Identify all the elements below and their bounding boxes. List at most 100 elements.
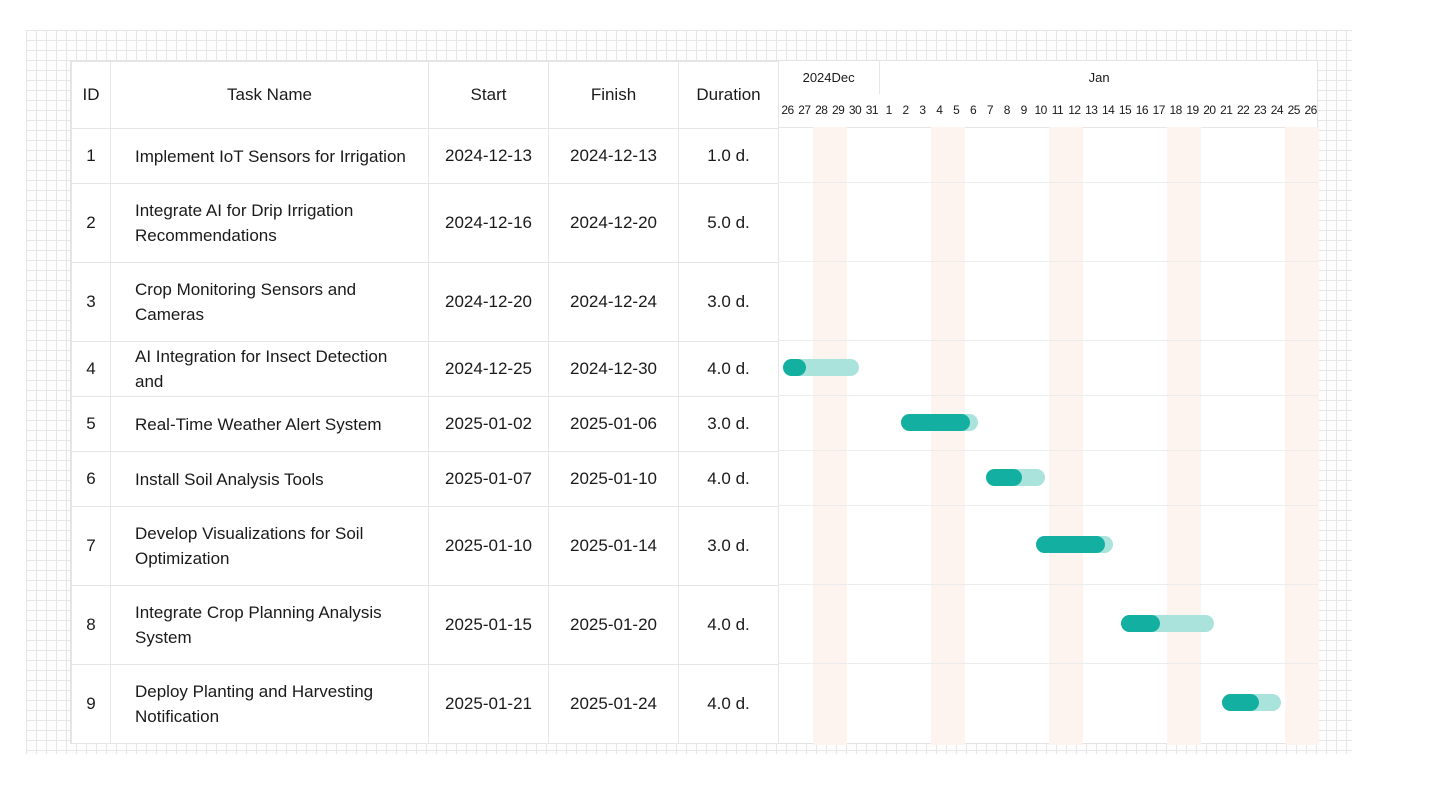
day-label: 7 bbox=[986, 103, 994, 117]
task-name: AI Integration for Insect Detection and bbox=[110, 341, 429, 397]
task-name: Integrate AI for Drip Irrigation Recomme… bbox=[110, 183, 429, 263]
task-start: 2024-12-13 bbox=[428, 128, 549, 184]
weekend-shade bbox=[1184, 127, 1201, 745]
task-finish: 2024-12-20 bbox=[548, 183, 679, 263]
header-start[interactable]: Start bbox=[428, 61, 549, 129]
task-name: Crop Monitoring Sensors and Cameras bbox=[110, 262, 429, 342]
table-row[interactable]: 1 Implement IoT Sensors for Irrigation 202… bbox=[71, 128, 779, 184]
row-divider bbox=[778, 182, 1318, 183]
row-divider bbox=[778, 584, 1318, 585]
gantt-chart: ID Task Name Start Finish Duration 1 Impl… bbox=[70, 60, 1319, 745]
task-duration: 3.0 d. bbox=[678, 396, 779, 452]
day-label: 13 bbox=[1085, 103, 1098, 117]
task-name: Integrate Crop Planning Analysis System bbox=[110, 585, 429, 665]
task-duration: 3.0 d. bbox=[678, 506, 779, 586]
task-duration: 1.0 d. bbox=[678, 128, 779, 184]
day-label: 8 bbox=[1003, 103, 1011, 117]
day-label: 22 bbox=[1236, 103, 1250, 117]
weekend-shade bbox=[829, 127, 847, 745]
day-label: 14 bbox=[1101, 103, 1115, 117]
day-label: 18 bbox=[1169, 103, 1182, 117]
task-finish: 2024-12-13 bbox=[548, 128, 679, 184]
task-finish: 2025-01-24 bbox=[548, 664, 679, 744]
weekend-shade bbox=[1285, 127, 1303, 745]
task-bar-progress[interactable] bbox=[985, 469, 1023, 486]
day-label: 3 bbox=[919, 103, 926, 117]
task-start: 2024-12-25 bbox=[428, 341, 549, 397]
day-label: 19 bbox=[1186, 103, 1199, 117]
task-duration: 4.0 d. bbox=[678, 341, 779, 397]
day-labels-row: 26 27 28 29 30 31 1 2 3 4 5 6 7 8 9 10 11 12 13 14 15 16 17 18 1… bbox=[778, 94, 1318, 127]
table-row[interactable]: 4 AI Integration for Insect Detection and… bbox=[71, 341, 779, 397]
task-finish: 2025-01-14 bbox=[548, 506, 679, 586]
task-table: ID Task Name Start Finish Duration 1 Impl… bbox=[71, 61, 779, 744]
header-id[interactable]: ID bbox=[71, 61, 111, 129]
row-divider bbox=[778, 340, 1318, 341]
table-row[interactable]: 5 Real-Time Weather Alert System 2025-01-0… bbox=[71, 396, 779, 452]
task-name: Deploy Planting and Harvesting Notificat… bbox=[110, 664, 429, 744]
day-label: 25 bbox=[1287, 103, 1301, 117]
task-finish: 2025-01-10 bbox=[548, 451, 679, 507]
task-id: 4 bbox=[71, 341, 111, 397]
table-row[interactable]: 3 Crop Monitoring Sensors and Cameras 202… bbox=[71, 262, 779, 342]
month-label-jan: Jan bbox=[1088, 70, 1110, 85]
task-id: 8 bbox=[71, 585, 111, 665]
day-label: 26 bbox=[1304, 103, 1317, 117]
table-row[interactable]: 6 Install Soil Analysis Tools 2025-01-07 20… bbox=[71, 451, 779, 507]
task-finish: 2024-12-24 bbox=[548, 262, 679, 342]
task-finish: 2024-12-30 bbox=[548, 341, 679, 397]
task-id: 9 bbox=[71, 664, 111, 744]
task-name: Install Soil Analysis Tools bbox=[110, 451, 429, 507]
row-divider bbox=[778, 505, 1318, 506]
task-start: 2025-01-15 bbox=[428, 585, 549, 665]
day-label: 24 bbox=[1270, 103, 1284, 117]
day-label: 5 bbox=[953, 103, 960, 117]
day-label: 23 bbox=[1253, 103, 1267, 117]
task-name: Develop Visualizations for Soil Optimiza… bbox=[110, 506, 429, 586]
day-label: 17 bbox=[1152, 103, 1166, 117]
day-label: 20 bbox=[1203, 103, 1216, 117]
weekend-shade bbox=[930, 127, 948, 745]
task-bar-progress[interactable] bbox=[901, 414, 970, 431]
day-label: 28 bbox=[815, 103, 828, 117]
row-divider bbox=[778, 450, 1318, 451]
task-duration: 4.0 d. bbox=[678, 585, 779, 665]
task-name: Implement IoT Sensors for Irrigation bbox=[110, 128, 429, 184]
task-id: 7 bbox=[71, 506, 111, 586]
day-label: 1 bbox=[885, 103, 893, 117]
header-finish[interactable]: Finish bbox=[548, 61, 679, 129]
task-bar-progress[interactable] bbox=[1036, 536, 1105, 553]
day-label: 26 bbox=[781, 103, 794, 117]
task-start: 2024-12-16 bbox=[428, 183, 549, 263]
task-duration: 4.0 d. bbox=[678, 451, 779, 507]
day-label: 11 bbox=[1051, 103, 1064, 117]
table-row[interactable]: 9 Deploy Planting and Harvesting Notific… bbox=[71, 664, 779, 744]
day-label: 15 bbox=[1118, 103, 1132, 117]
day-label: 10 bbox=[1034, 103, 1047, 117]
table-row[interactable]: 8 Integrate Crop Planning Analysis System… bbox=[71, 585, 779, 665]
task-id: 2 bbox=[71, 183, 111, 263]
task-bar-progress[interactable] bbox=[783, 359, 806, 376]
table-row[interactable]: 2 Integrate AI for Drip Irrigation Recomm… bbox=[71, 183, 779, 263]
row-divider bbox=[778, 261, 1318, 262]
task-start: 2024-12-20 bbox=[428, 262, 549, 342]
table-row[interactable]: 7 Develop Visualizations for Soil Optimiz… bbox=[71, 506, 779, 586]
row-divider bbox=[778, 663, 1318, 664]
task-start: 2025-01-21 bbox=[428, 664, 549, 744]
task-bar-progress[interactable] bbox=[1120, 615, 1160, 632]
task-finish: 2025-01-20 bbox=[548, 585, 679, 665]
timeline-area: 2024Dec Jan 26 27 28 29 30 31 1 2 3 4 5 6 7 8 9 10 11 12 1… bbox=[778, 61, 1319, 745]
task-finish: 2025-01-06 bbox=[548, 396, 679, 452]
task-id: 3 bbox=[71, 262, 111, 342]
weekend-shade bbox=[1049, 127, 1066, 745]
day-label: 2 bbox=[902, 103, 910, 117]
header-task-name[interactable]: Task Name bbox=[110, 61, 429, 129]
header-duration[interactable]: Duration bbox=[678, 61, 779, 129]
task-name: Real-Time Weather Alert System bbox=[110, 396, 429, 452]
task-bar-progress[interactable] bbox=[1221, 694, 1260, 711]
timeline-header: 2024Dec Jan 26 27 28 29 30 31 1 2 3 4 5 6 7 8 9 10 11 12 1… bbox=[778, 61, 1318, 128]
task-id: 5 bbox=[71, 396, 111, 452]
table-header-row: ID Task Name Start Finish Duration bbox=[71, 61, 779, 129]
day-label: 21 bbox=[1220, 103, 1233, 117]
day-label: 29 bbox=[831, 103, 845, 117]
